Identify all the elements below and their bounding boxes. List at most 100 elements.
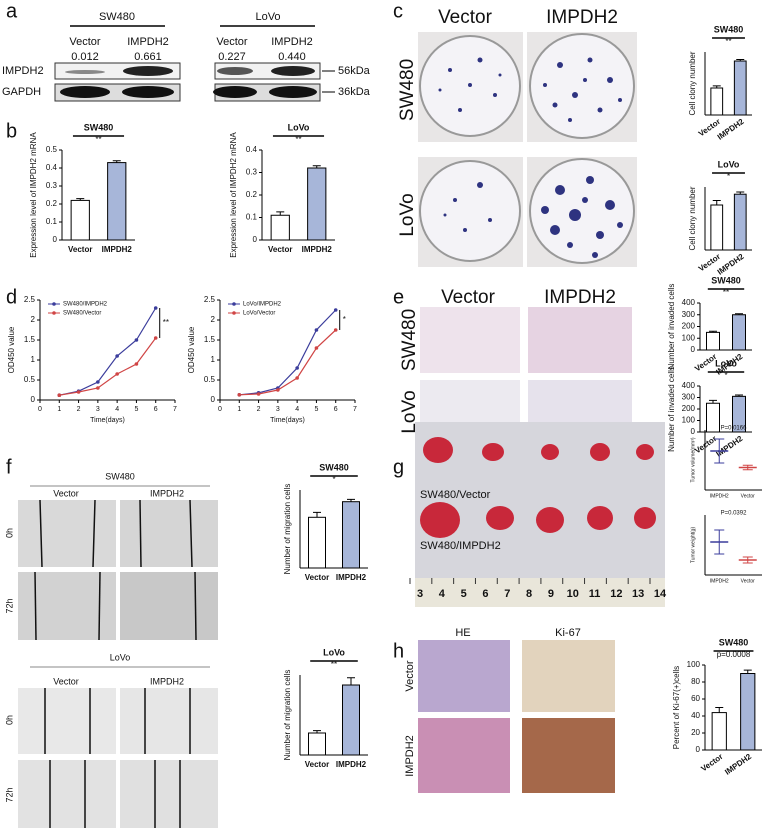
error-bar	[313, 730, 321, 733]
panel-letter: c	[393, 0, 403, 22]
chart-title: SW480	[84, 122, 114, 132]
ruler-number: 13	[632, 588, 644, 600]
chart-title: SW480	[714, 24, 744, 34]
row-label: SW480	[397, 59, 418, 121]
bar	[710, 204, 724, 251]
column-label: IMPDH2	[546, 7, 618, 28]
y-tick-label: 300	[682, 393, 696, 402]
legend-label: SW480/Vector	[63, 311, 101, 317]
y-tick-label: 0	[53, 235, 58, 244]
panel-letter: g	[393, 456, 404, 478]
row-label: SW480	[399, 309, 420, 371]
y-tick-label: 1.5	[24, 335, 36, 344]
row-label: IMPDH2	[404, 735, 416, 777]
legend-label: LoVo/Vector	[243, 311, 275, 317]
x-tick-label: IMPDH2	[723, 752, 753, 777]
x-tick-label: 2	[257, 406, 261, 413]
error-bar	[112, 160, 121, 163]
chart-title: SW480	[711, 275, 741, 285]
y-tick-label: 300	[682, 310, 696, 319]
point	[153, 306, 158, 310]
column-label: IMPDH2	[150, 488, 184, 498]
y-tick-label: 40	[691, 711, 700, 720]
cell-line: LoVo	[255, 11, 280, 23]
y-axis-label: Number of invaded cells	[667, 366, 676, 452]
x-tick-label: 7	[353, 406, 357, 413]
legend-label: LoVo/IMPDH2	[243, 302, 282, 308]
size-marker: 56kDa	[338, 65, 371, 77]
y-tick-label: 1.5	[204, 335, 216, 344]
column-label: HE	[455, 627, 470, 639]
legend-marker	[232, 302, 236, 306]
bar	[342, 684, 360, 756]
y-axis-label: OD450 value	[187, 326, 196, 373]
chart-title: LoVo	[718, 159, 740, 169]
chart-title: LoVo	[323, 647, 345, 657]
y-tick-label: 0	[691, 345, 696, 354]
x-axis-label: Time(days)	[90, 417, 125, 424]
y-tick-label: 0.2	[246, 190, 258, 199]
significance: **	[95, 135, 101, 144]
point	[237, 393, 242, 397]
y-tick-label: 2.5	[204, 295, 216, 304]
x-tick-label: 0	[38, 406, 42, 413]
x-tick-label: Vector	[305, 573, 329, 582]
row-label: 0h	[4, 528, 14, 538]
x-tick-label: IMPDH2	[302, 245, 333, 254]
bar	[307, 167, 327, 241]
error-bar	[709, 330, 717, 333]
error-bar	[313, 511, 321, 518]
ruler-number: 11	[589, 588, 601, 600]
error-bar	[736, 59, 745, 61]
y-tick-label: 0	[253, 235, 258, 244]
error-bar	[714, 438, 725, 464]
x-tick-label: 4	[295, 406, 299, 413]
bar	[732, 314, 746, 351]
column-label: IMPDH2	[544, 287, 616, 308]
x-tick-label: 3	[96, 406, 100, 413]
x-tick-label: 7	[173, 406, 177, 413]
y-tick-label: 100	[687, 660, 701, 669]
p-value: P=0.0166	[721, 426, 748, 432]
western-blot: SW480 LoVo Vector IMPDH2 Vector IMPDH2 0…	[2, 11, 371, 102]
panel-letter: h	[393, 640, 404, 662]
row-label: LoVo	[397, 193, 418, 236]
significance: *	[343, 315, 346, 324]
y-tick-label: 60	[691, 694, 700, 703]
x-tick-label: Vector	[699, 752, 724, 773]
ruler-number: 3	[417, 588, 423, 600]
error-bar	[76, 198, 85, 201]
error-bar	[347, 498, 355, 502]
y-axis-label: Cell clony number	[688, 186, 697, 250]
y-axis-label: Percent of Ki-67(+)cells	[672, 666, 681, 749]
tumor-photo: SW480/Vector SW480/IMPDH2	[415, 422, 665, 607]
significance: p=0.0008	[717, 650, 751, 659]
bar	[308, 732, 326, 756]
x-tick-label: Vector	[741, 578, 756, 584]
ruler-number: 12	[610, 588, 622, 600]
significance: **	[331, 660, 337, 669]
point	[57, 393, 62, 398]
y-tick-label: 0	[31, 395, 36, 404]
lane-label: Vector	[69, 36, 101, 48]
x-tick-label: IMPDH2	[336, 760, 367, 769]
section-title: SW480	[105, 471, 135, 481]
legend-marker	[52, 302, 56, 306]
y-axis-label: Tumor volume(mm³)	[690, 437, 696, 482]
y-tick-label: 0.4	[46, 163, 58, 172]
y-tick-label: 1	[31, 355, 36, 364]
x-tick-label: IMPDH2	[710, 578, 729, 584]
protein: IMPDH2	[2, 65, 44, 77]
point	[314, 346, 319, 350]
point	[96, 380, 100, 384]
column-label: Vector	[53, 676, 79, 686]
panel-letter: f	[6, 456, 12, 478]
x-tick-label: 6	[334, 406, 338, 413]
point	[295, 366, 299, 370]
y-tick-label: 0	[691, 427, 696, 436]
ruler-number: 6	[482, 588, 488, 600]
point	[134, 338, 139, 342]
y-tick-label: 100	[682, 416, 696, 425]
significance: *	[332, 475, 335, 484]
point	[134, 362, 139, 366]
